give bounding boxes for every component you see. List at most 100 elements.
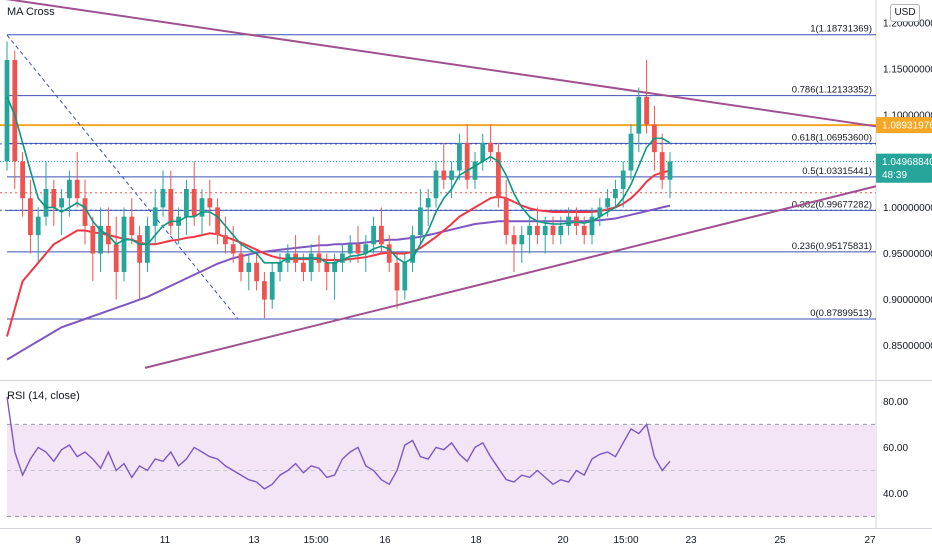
candle <box>168 170 174 236</box>
candle <box>418 189 423 245</box>
candle <box>496 142 501 208</box>
rsi-axis-tick: 80.00 <box>883 397 908 408</box>
candle <box>20 152 25 217</box>
candle-body <box>121 216 127 272</box>
candle <box>129 198 135 245</box>
candle-body <box>394 262 400 291</box>
candle-body <box>254 262 259 282</box>
time-axis-tick: 16 <box>379 535 391 546</box>
candle <box>589 207 595 245</box>
fib-level-label: 0.786(1.12133352) <box>792 85 872 96</box>
price-axis-tick: 1.10000000 <box>883 111 932 122</box>
fib-level-label: 0.618(1.06953600) <box>792 132 872 143</box>
candle <box>566 207 571 236</box>
candle-body <box>620 170 626 189</box>
candle <box>613 179 618 208</box>
candle <box>160 170 166 217</box>
candle-body <box>402 262 408 291</box>
candle-body <box>566 216 571 226</box>
price-axis-badge <box>876 117 932 134</box>
candle-body <box>207 198 213 208</box>
candle-body <box>20 161 25 199</box>
candle <box>441 142 447 189</box>
ma-mid-line <box>6 169 671 337</box>
candle-body <box>542 225 548 236</box>
time-axis-tick: 15:00 <box>303 535 328 546</box>
candle-body <box>667 161 673 180</box>
candle-body <box>550 225 556 236</box>
time-axis-tick: 23 <box>685 535 697 546</box>
candle-body <box>113 244 119 272</box>
candle <box>207 179 213 226</box>
candle-body <box>644 96 649 125</box>
candle <box>597 198 603 226</box>
currency-button[interactable]: USD <box>890 4 920 22</box>
candle-body <box>449 170 454 180</box>
candle <box>184 179 189 236</box>
candle <box>488 124 493 162</box>
candle-body <box>433 170 439 199</box>
candle <box>254 253 259 291</box>
candle <box>223 216 228 254</box>
candle-body <box>441 170 447 180</box>
candle <box>449 161 454 199</box>
candle <box>113 216 119 300</box>
candle <box>581 216 587 245</box>
chart-title: MA Cross <box>7 6 55 18</box>
candle <box>332 253 337 300</box>
candle-body <box>332 262 337 272</box>
fib-level-label: 0.5(1.03315441) <box>802 166 872 177</box>
time-axis-tick: 27 <box>864 535 876 546</box>
candle-body <box>98 225 103 254</box>
candle-body <box>152 207 158 226</box>
time-axis-tick: 18 <box>470 535 482 546</box>
candle <box>628 124 634 180</box>
candle-body <box>230 244 236 254</box>
candle <box>355 225 361 263</box>
candle <box>535 207 540 245</box>
candle <box>262 271 267 319</box>
trendline-descending <box>5 0 877 128</box>
price-axis-badge-label: 48:39 <box>882 170 907 181</box>
candle-body <box>511 235 517 245</box>
candle-body <box>659 152 665 180</box>
candle <box>4 41 10 171</box>
candle <box>410 225 415 272</box>
candle-body <box>137 235 142 263</box>
candle-body <box>191 189 197 217</box>
candle <box>519 225 525 263</box>
candle <box>457 133 462 180</box>
candle <box>308 244 314 282</box>
candle-body <box>82 198 88 226</box>
price-axis-tick: 1.15000000 <box>883 65 932 76</box>
candle-body <box>35 216 41 236</box>
candle <box>347 235 353 263</box>
price-axis-badge <box>876 153 932 170</box>
candle <box>667 152 673 199</box>
candle-body <box>4 59 10 162</box>
candle-body <box>347 244 353 254</box>
candle <box>620 161 626 208</box>
candle-body <box>581 225 587 236</box>
price-axis-tick: 0.85000000 <box>883 341 932 352</box>
candle-body <box>90 225 96 254</box>
candle-body <box>223 235 228 245</box>
candle <box>90 216 96 282</box>
rsi-line <box>6 396 671 490</box>
candle <box>28 179 33 254</box>
candle <box>137 225 142 300</box>
price-axis-badge-label: 1.04968840 <box>882 157 932 168</box>
candle-body <box>238 253 244 272</box>
price-axis-tick: 1.00000000 <box>883 203 932 214</box>
candle-body <box>51 189 57 208</box>
candle <box>644 59 649 134</box>
candle-body <box>269 271 275 300</box>
candle <box>464 124 470 189</box>
candle <box>35 207 41 263</box>
candle <box>324 253 330 291</box>
candle-body <box>215 207 220 236</box>
candle <box>558 216 564 245</box>
candle-body <box>496 152 501 199</box>
candle <box>659 133 665 189</box>
